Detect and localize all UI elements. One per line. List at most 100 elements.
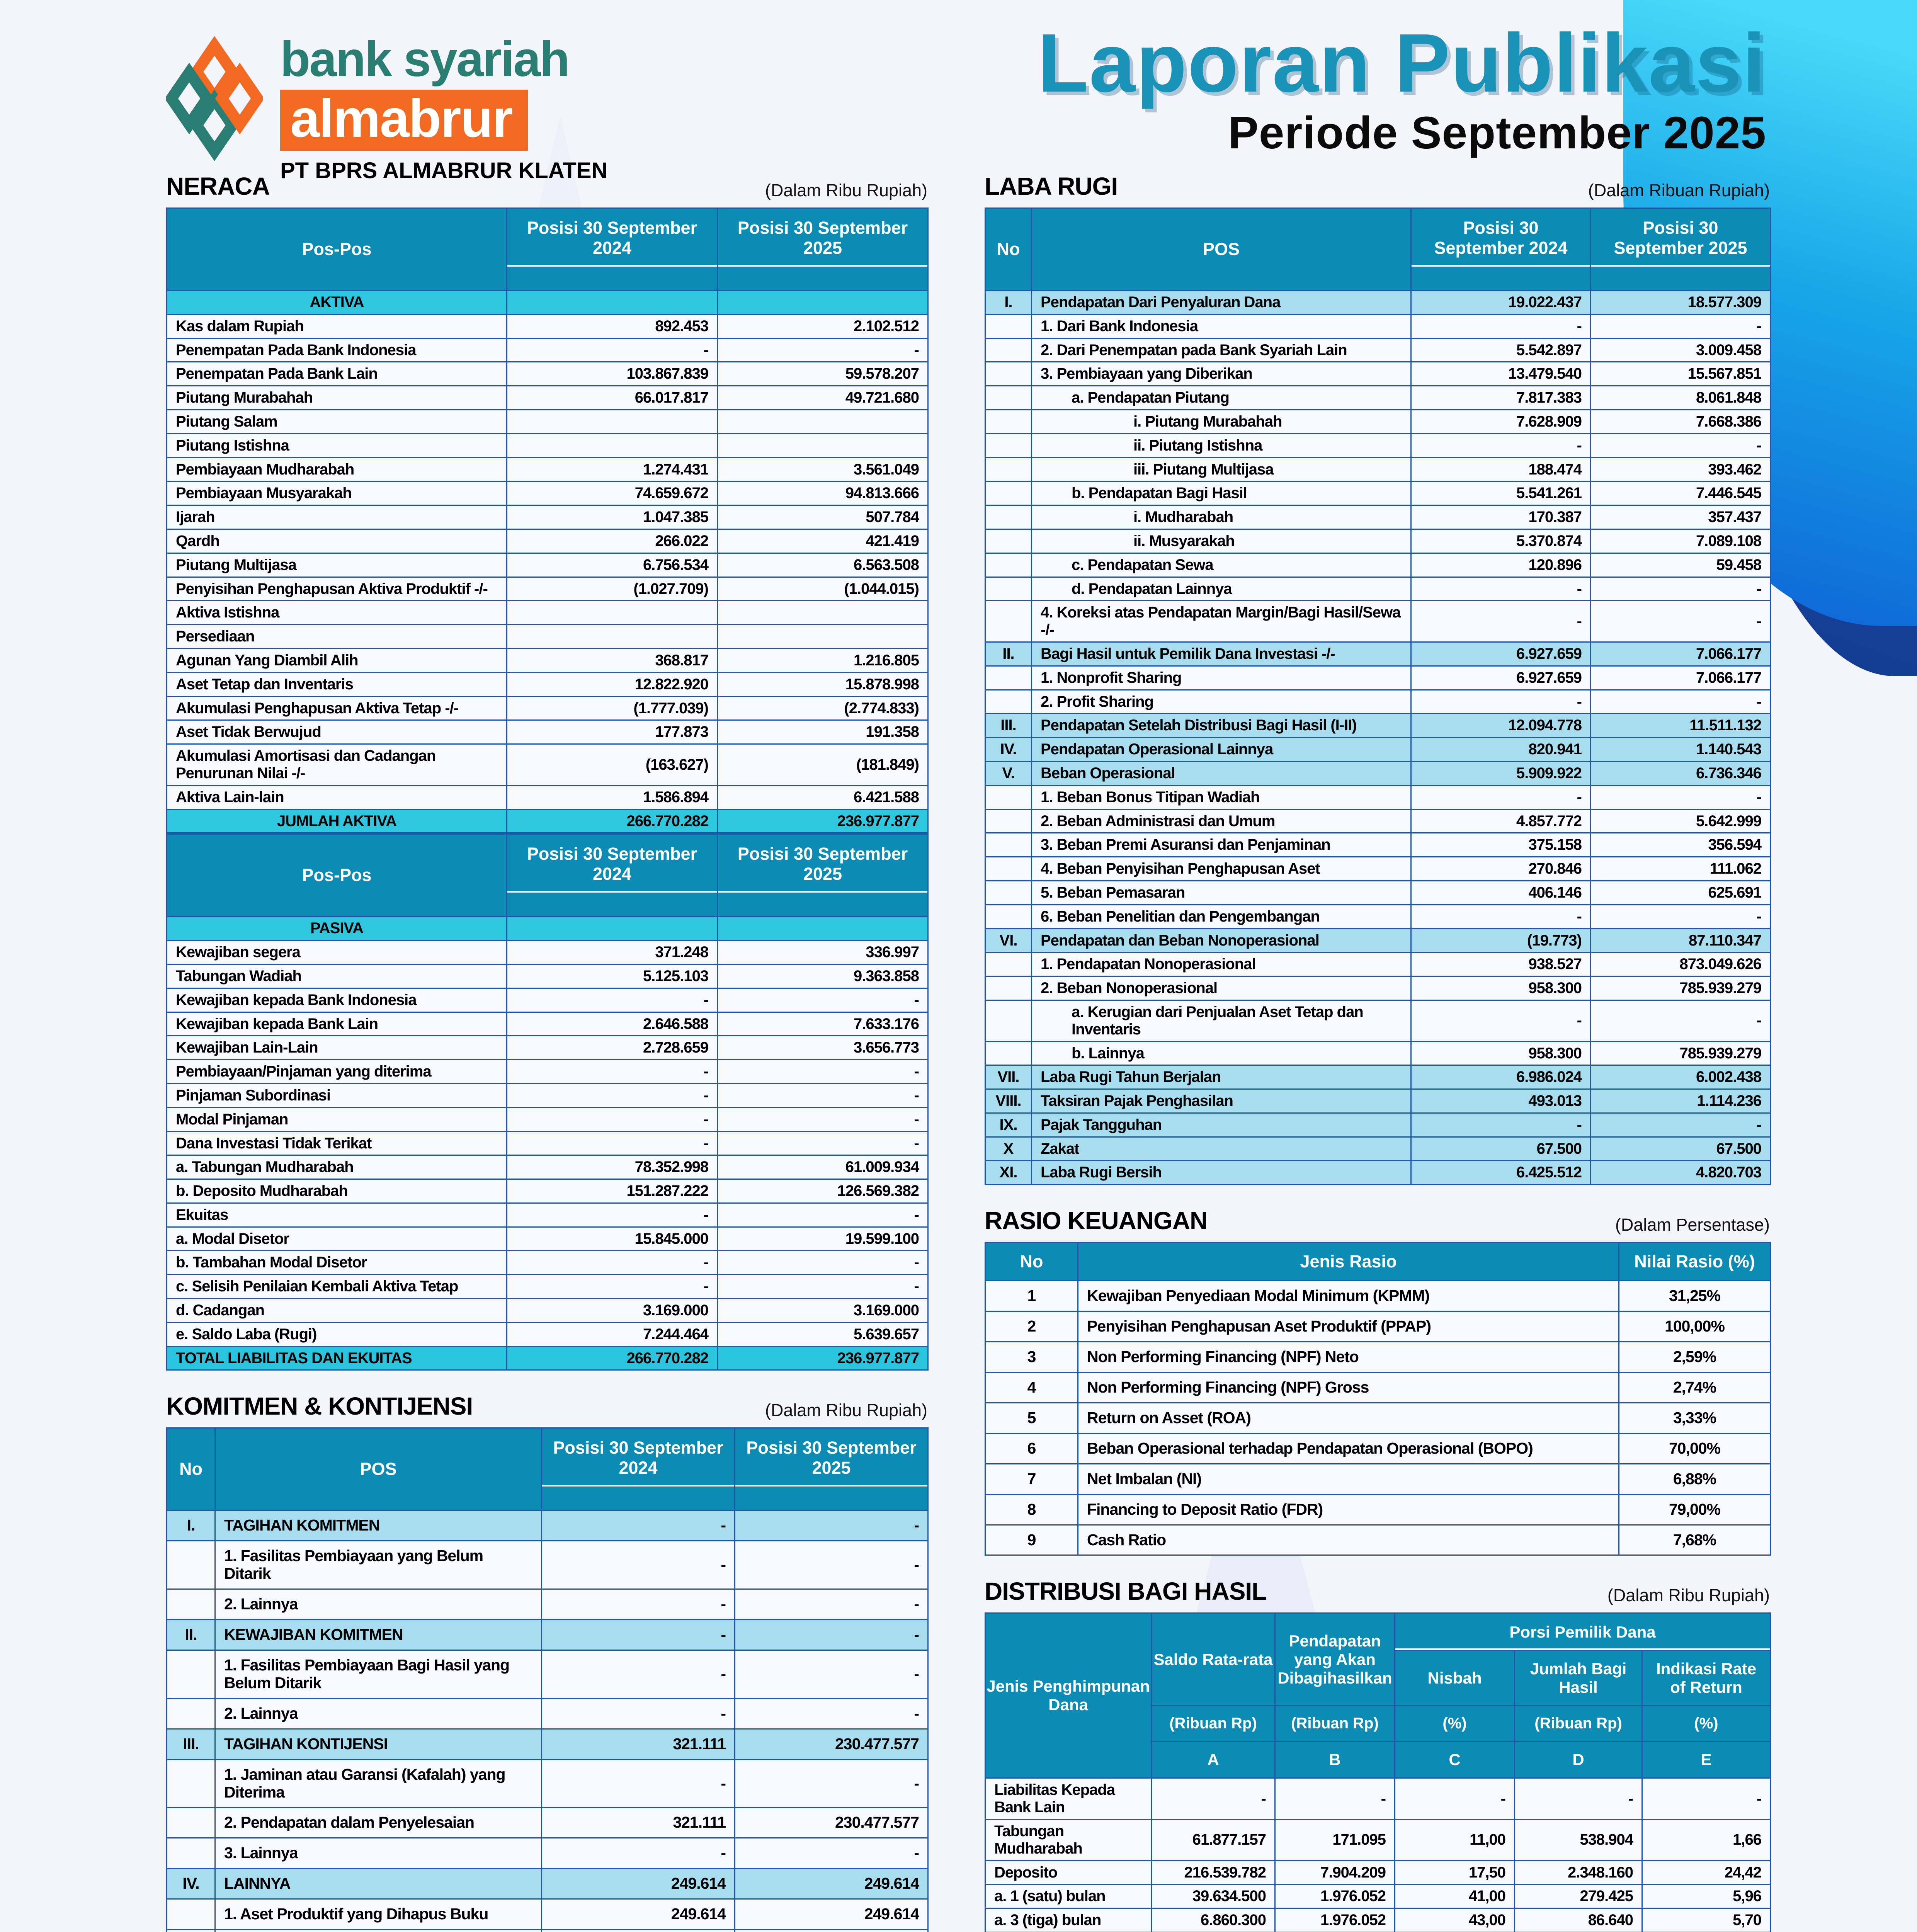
cell-v1: 1.047.385 [506, 505, 718, 530]
cell-label: 2. Lainnya [214, 1697, 542, 1730]
cell-value: 100,00% [1618, 1311, 1771, 1343]
cell-label: Dana Investasi Tidak Terikat [166, 1131, 507, 1156]
cell-v1: 19.022.437 [1410, 290, 1591, 315]
cell-v2: - [734, 1759, 929, 1808]
cell-d: 86.640 [1514, 1908, 1643, 1932]
col-letter-c: C [1394, 1741, 1515, 1779]
col-nilai-rasio: Nilai Rasio (%) [1618, 1242, 1771, 1282]
report-period: Periode September 2025 [1228, 107, 1766, 158]
section-komitmen: KOMITMEN & KONTIJENSI (Dalam Ribu Rupiah… [166, 1392, 929, 1932]
table-row: 2. Beban Nonoperasional 958.300 785.939.27… [985, 976, 1771, 1001]
cell-v2: - [734, 1540, 929, 1590]
cell-v1: - [506, 987, 718, 1013]
cell-v1: 78.352.998 [506, 1155, 718, 1180]
cell-v2: 230.477.577 [734, 1807, 929, 1839]
cell-b: 171.095 [1274, 1819, 1395, 1861]
cell-value: 2,59% [1618, 1341, 1771, 1373]
cell-label: 3. Lainnya [214, 1837, 542, 1869]
cell-v1: - [541, 1759, 735, 1808]
cell-v2: 7.633.176 [717, 1011, 929, 1037]
cell-v2: 15.878.998 [717, 672, 929, 697]
cell-v2: - [734, 1588, 929, 1621]
cell-label: Penempatan Pada Bank Lain [166, 361, 507, 387]
cell-v1: - [1410, 784, 1591, 810]
table-row: Pembiayaan Mudharabah 1.274.431 3.561.049 [166, 457, 929, 482]
cell-v1 [506, 433, 718, 458]
table-row: d. Cadangan 3.169.000 3.169.000 [166, 1298, 929, 1323]
cell-no: 1 [985, 1280, 1078, 1312]
cell-v1: 151.287.222 [506, 1179, 718, 1204]
cell-v1: 2.728.659 [506, 1035, 718, 1061]
cell-v1: 375.158 [1410, 832, 1591, 858]
section-laba-rugi: LABA RUGI (Dalam Ribuan Rupiah) No POS P… [985, 172, 1771, 1185]
cell-label: Pendapatan Operasional Lainnya [1031, 737, 1412, 762]
cell-no: VI. [985, 928, 1032, 953]
cell-v2: 421.419 [717, 528, 929, 554]
cell-v1: 7.244.464 [506, 1321, 718, 1347]
col-no: No [985, 1242, 1078, 1282]
table-row: 1. Nonprofit Sharing 6.927.659 7.066.177 [985, 665, 1771, 690]
col-pos-pos: Pos-Pos [166, 833, 507, 917]
cell-no: II. [985, 641, 1032, 667]
table-row: b. Pendapatan Bagi Hasil 5.541.261 7.446.5… [985, 481, 1771, 506]
cell-label: Piutang Multijasa [166, 552, 507, 578]
cell-v1: 12.094.778 [1410, 713, 1591, 738]
col-jenis-penghimpunan: Jenis Penghimpunan Dana [985, 1612, 1152, 1779]
cell-no [985, 856, 1032, 881]
cell-no: 2 [985, 1311, 1078, 1343]
cell-b: 7.904.209 [1274, 1860, 1395, 1885]
table-row: 2 Penyisihan Penghapusan Aset Produktif (… [985, 1311, 1771, 1343]
cell-v2: - [717, 1107, 929, 1132]
cell-no [166, 1929, 216, 1932]
cell-label: AKTIVA [166, 290, 507, 315]
table-row: IV. Pendapatan Operasional Lainnya 820.941… [985, 737, 1771, 762]
cell-label: LAINNYA [214, 1868, 542, 1900]
laba-rugi-table: No POS Posisi 30 September 2024 Posisi 3… [985, 207, 1771, 1185]
cell-v2: - [717, 1083, 929, 1108]
cell-v2: 249.614 [734, 1868, 929, 1900]
cell-label: a. Tabungan Mudharabah [166, 1155, 507, 1180]
col-letter-b: B [1274, 1741, 1395, 1779]
cell-label: Piutang Istishna [166, 433, 507, 458]
table-row: Pinjaman Subordinasi - - [166, 1083, 929, 1108]
col-2025: Posisi 30 September 2025 [1590, 207, 1771, 291]
table-row: b. Tambahan Modal Disetor - - [166, 1250, 929, 1276]
cell-v1: - [1410, 313, 1591, 339]
cell-label: Ijarah [166, 505, 507, 530]
cell-v1: - [541, 1510, 735, 1542]
cell-label: TAGIHAN KOMITMEN [214, 1510, 542, 1542]
cell-no [166, 1697, 216, 1730]
cell-label: Pembiayaan Mudharabah [166, 457, 507, 482]
cell-label: Pembiayaan Musyarakah [166, 481, 507, 506]
cell-v2: - [734, 1837, 929, 1869]
cell-no [985, 481, 1032, 506]
cell-v1: 368.817 [506, 648, 718, 673]
cell-no: 5 [985, 1402, 1078, 1434]
komitmen-unit: (Dalam Ribu Rupiah) [765, 1400, 927, 1420]
cell-v2: - [1590, 433, 1771, 458]
cell-v1: 493.013 [1410, 1088, 1591, 1114]
col-jenis-rasio: Jenis Rasio [1077, 1242, 1619, 1282]
cell-label: Beban Operasional [1031, 760, 1412, 786]
table-row: 1 Kewajiban Penyediaan Modal Minimum (KPM… [985, 1280, 1771, 1312]
neraca-pasiva-table: Pos-Pos Posisi 30 September 2024 Posisi … [166, 833, 929, 1371]
table-row: IV. LAINNYA 249.614 249.614 [166, 1868, 929, 1900]
cell-v1: 6.927.659 [1410, 665, 1591, 690]
cell-label: Laba Rugi Tahun Berjalan [1031, 1065, 1412, 1090]
section-rasio: RASIO KEUANGAN (Dalam Persentase) No Jen… [985, 1206, 1771, 1556]
cell-v1: - [1410, 600, 1591, 643]
table-row: a. Tabungan Mudharabah 78.352.998 61.009.9… [166, 1155, 929, 1180]
table-row: b. Lainnya 958.300 785.939.279 [985, 1041, 1771, 1066]
cell-no [985, 361, 1032, 387]
cell-no [985, 1041, 1032, 1066]
cell-v1: - [506, 337, 718, 363]
table-row: d. Pendapatan Lainnya - - [985, 576, 1771, 602]
cell-no: 9 [985, 1524, 1078, 1556]
col-no: No [985, 207, 1032, 291]
section-distribusi: DISTRIBUSI BAGI HASIL (Dalam Ribu Rupiah… [985, 1577, 1771, 1932]
cell-v2: - [717, 1202, 929, 1228]
cell-v2: 507.784 [717, 505, 929, 530]
col-pos: POS [1031, 207, 1412, 291]
